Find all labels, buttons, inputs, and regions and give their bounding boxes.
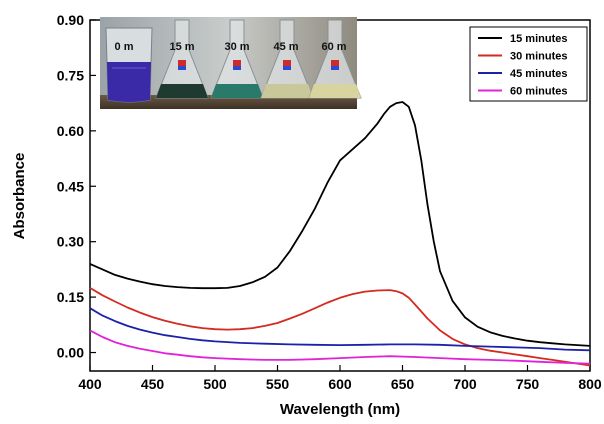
x-tick-label: 700 [453,376,477,392]
series-line-4 [89,329,591,365]
x-tick-label: 500 [203,376,227,392]
legend-label: 15 minutes [510,33,567,45]
y-tick-label: 0.90 [57,12,84,28]
y-tick-label: 0.75 [57,67,84,83]
x-tick-label: 550 [266,376,290,392]
flask-1 [155,19,209,99]
inset-photo: 0 m 15 m 30 m 45 m 60 m [100,17,362,109]
y-tick-label: 0.45 [57,178,84,194]
flask-2 [210,19,264,99]
x-tick-label: 750 [516,376,540,392]
legend-label: 60 minutes [510,86,567,98]
photo-label: 30 m [224,41,249,53]
y-tick-label: 0.60 [57,123,84,139]
y-axis-title: Absorbance [11,153,28,240]
legend-label: 30 minutes [510,51,567,63]
legend: 15 minutes 30 minutes 45 minutes 60 minutes [469,26,588,102]
photo-labels: 0 m 15 m 30 m 45 m 60 m [115,41,347,53]
x-tick-label: 400 [78,376,102,392]
photo-label: 45 m [273,41,298,53]
y-axis-ticks: 0.00 0.15 0.30 0.45 0.60 0.75 0.90 [57,12,96,361]
flask-group [155,19,362,99]
photo-label: 60 m [321,41,346,53]
x-tick-label: 600 [328,376,352,392]
y-tick-label: 0.00 [57,345,84,361]
series-line-2 [89,287,591,367]
legend-label: 45 minutes [510,68,567,80]
x-axis-ticks: 400 450 500 550 600 650 700 750 800 [78,365,602,392]
flask-4 [308,19,362,99]
x-tick-label: 450 [141,376,165,392]
photo-label: 15 m [169,41,194,53]
series-line-1 [89,101,591,347]
x-axis-title: Wavelength (nm) [280,401,400,418]
y-tick-label: 0.30 [57,234,84,250]
x-tick-label: 650 [391,376,415,392]
y-tick-label: 0.15 [57,289,84,305]
series-layer [89,101,591,367]
photo-label: 0 m [115,41,134,53]
x-tick-label: 800 [578,376,602,392]
series-line-3 [89,307,591,352]
beaker-0m [105,27,153,103]
